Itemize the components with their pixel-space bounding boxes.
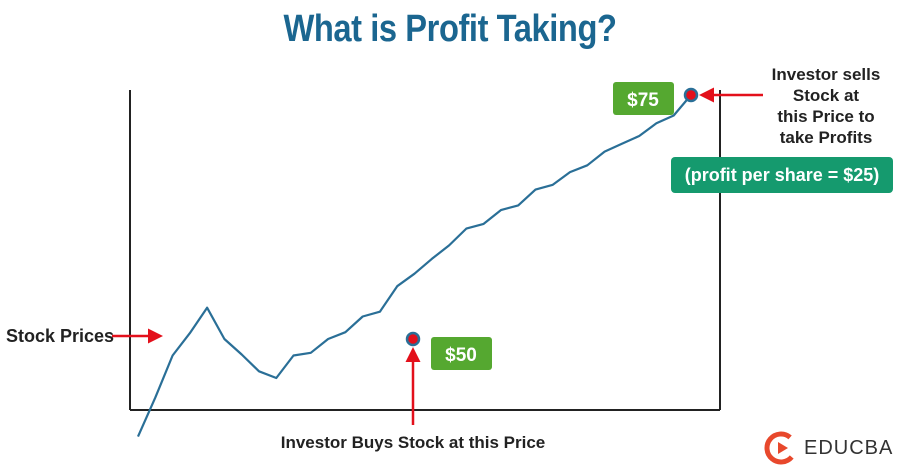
buy-label: Investor Buys Stock at this Price	[281, 433, 546, 452]
educba-logo: EDUCBA	[764, 431, 893, 465]
profit-badge-text: (profit per share = $25)	[685, 165, 880, 185]
buy-price-badge	[431, 337, 492, 370]
profit-badge	[671, 157, 893, 193]
stock-prices-label: Stock Prices	[6, 326, 114, 346]
sell-label-line-4: take Profits	[780, 128, 873, 147]
educba-logo-icon	[764, 431, 798, 465]
stock-price-line	[136, 94, 692, 438]
sell-price-badge	[613, 82, 674, 115]
sell-price-badge-text: $75	[627, 90, 659, 111]
chart-title: What is Profit Taking?	[283, 8, 617, 50]
sell-label-line-1: Investor sells	[772, 65, 881, 84]
buy-price-badge-text: $50	[445, 345, 477, 366]
logo-text: EDUCBA	[804, 436, 894, 459]
sell-point-marker	[683, 87, 699, 103]
sell-label-line-3: this Price to	[777, 107, 874, 126]
buy-point-marker	[405, 331, 421, 347]
sell-label-line-2: Stock at	[793, 86, 859, 105]
